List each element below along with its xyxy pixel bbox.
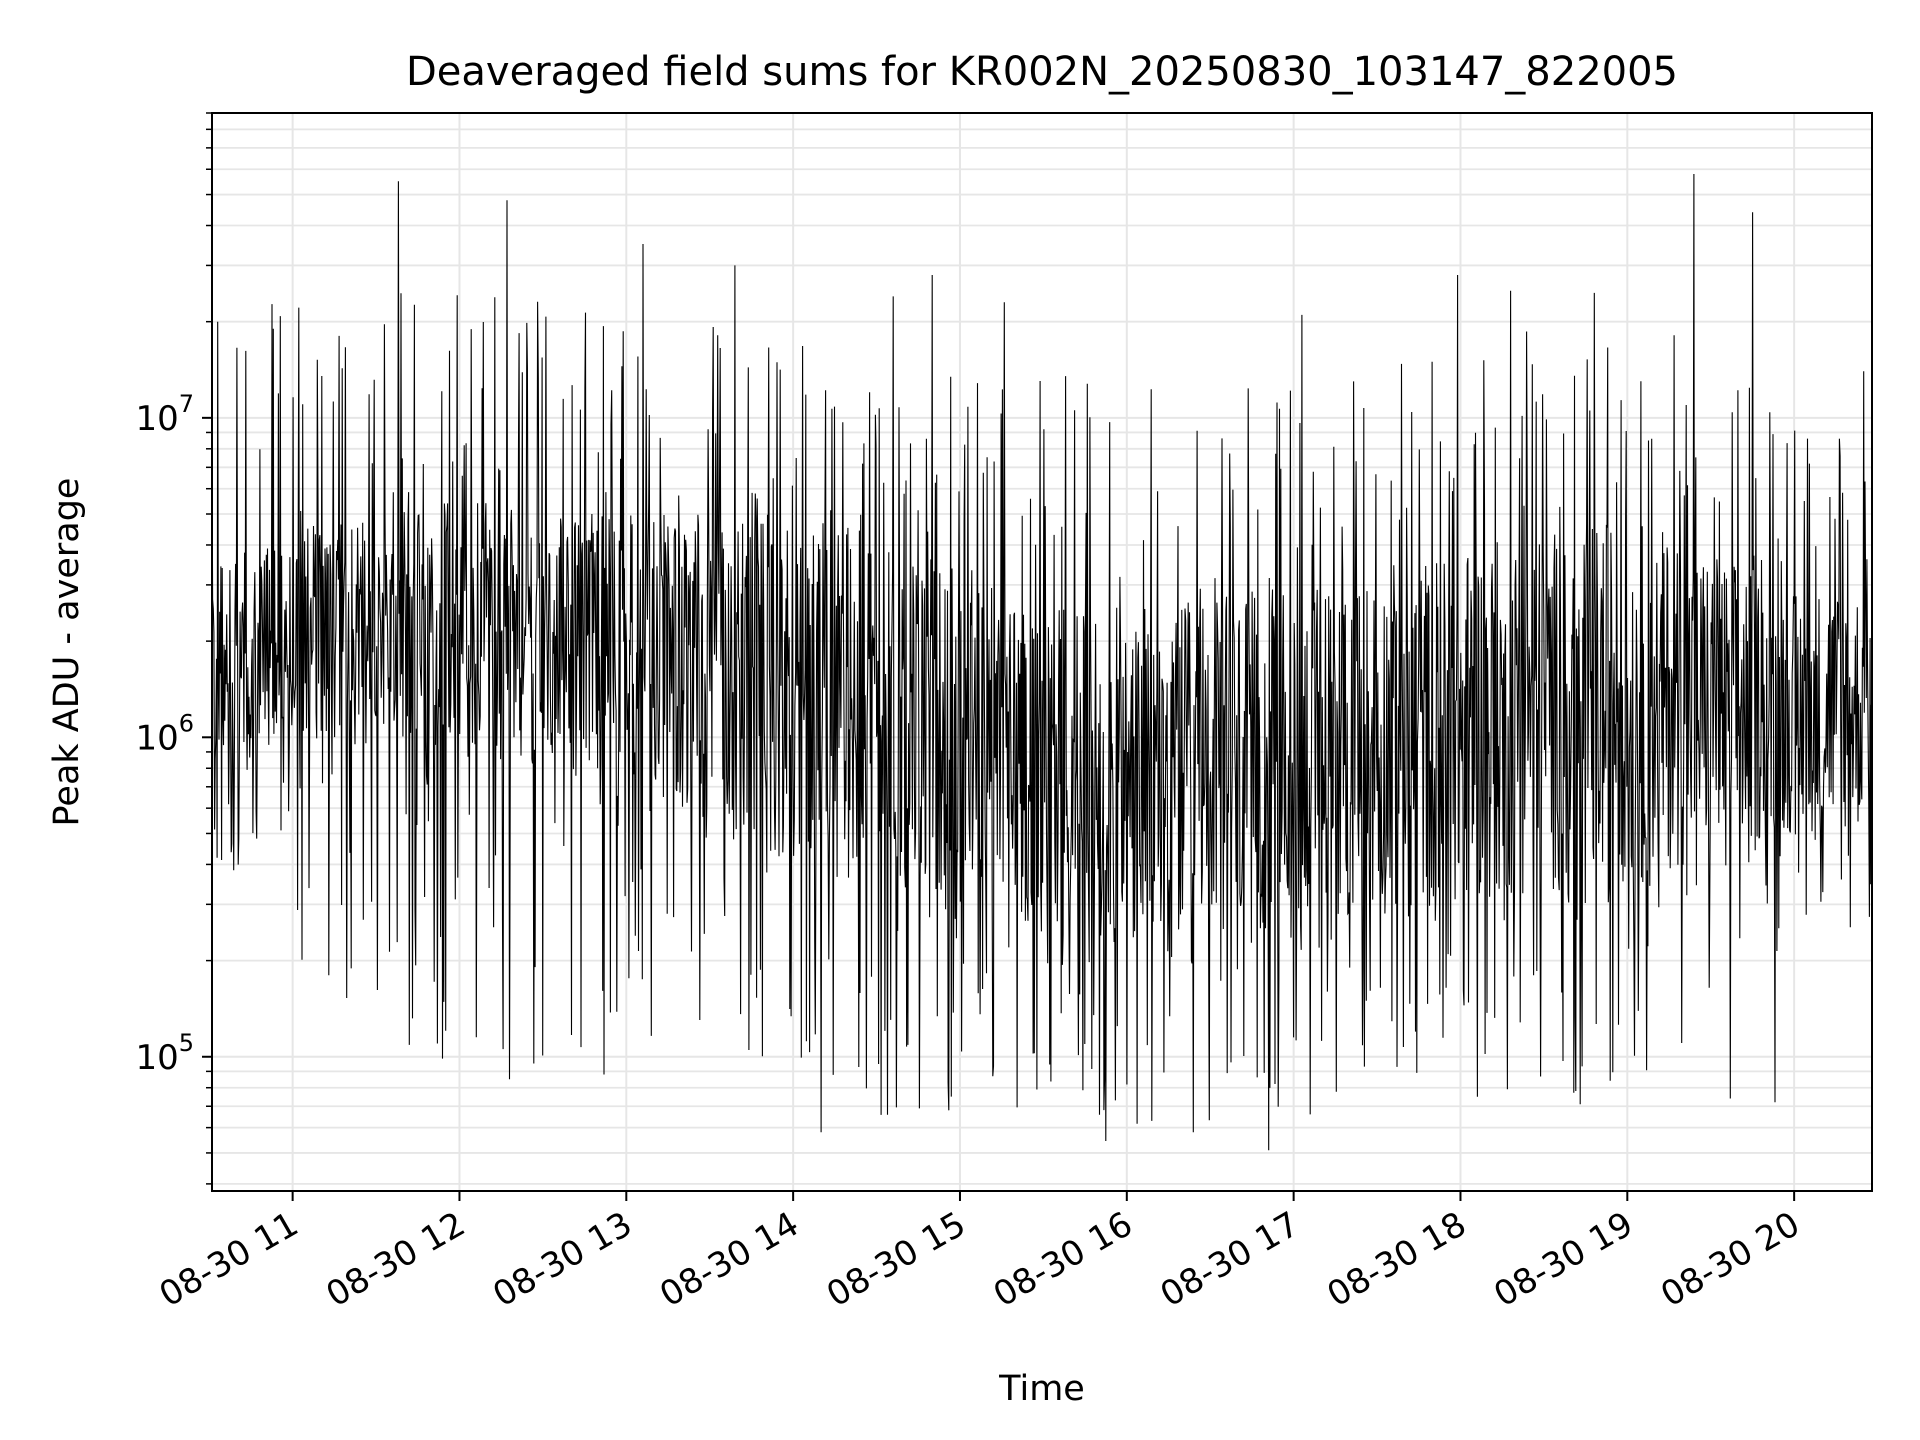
y-tick-exponent: 7 [179, 390, 194, 418]
y-tick-label: 107 [135, 390, 194, 439]
chart-title: Deaveraged field sums for KR002N_2025083… [406, 49, 1678, 95]
series-line [211, 173, 1873, 1151]
y-tick-exponent: 5 [179, 1029, 194, 1057]
y-tick-base: 10 [135, 399, 178, 439]
y-tick-base: 10 [135, 1038, 178, 1078]
y-tick-exponent: 6 [179, 709, 194, 737]
y-tick-label: 105 [135, 1029, 194, 1078]
y-tick-label: 106 [135, 709, 194, 758]
series-layer [211, 173, 1873, 1151]
y-axis-label: Peak ADU - average [47, 478, 87, 827]
plot-frame [211, 112, 1873, 1192]
y-tick-base: 10 [135, 718, 178, 758]
x-axis-label: Time [998, 1369, 1085, 1409]
